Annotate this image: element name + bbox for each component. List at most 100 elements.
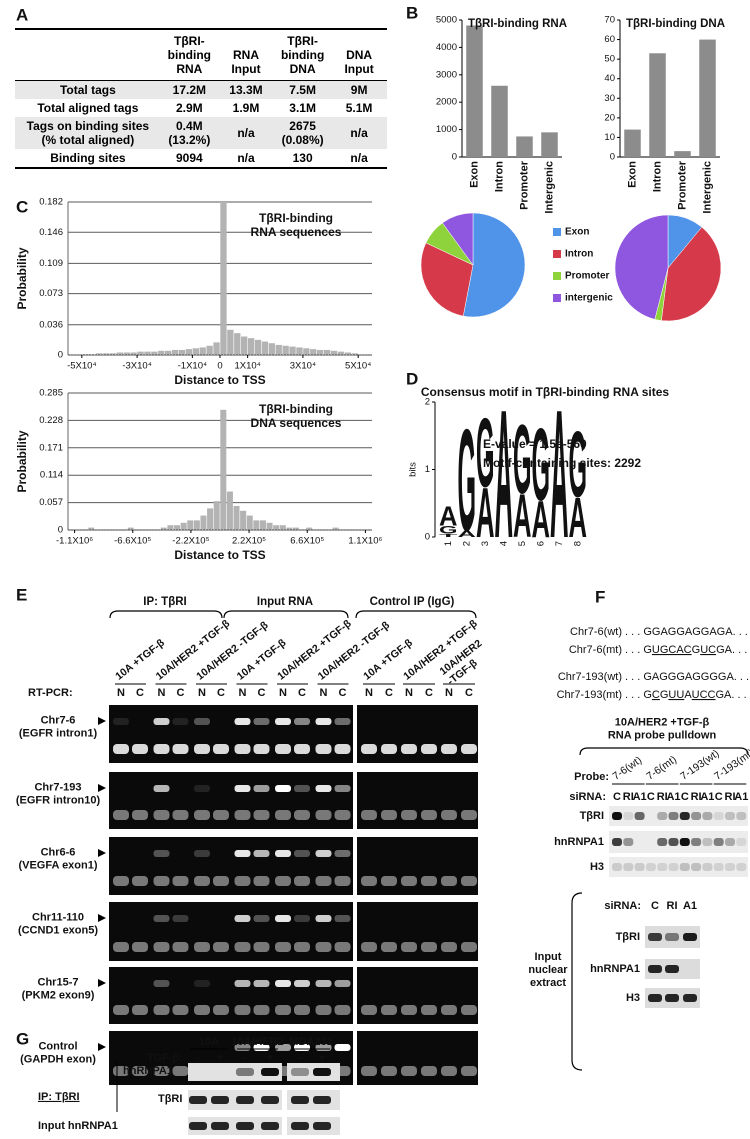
y-tick-label: 0 xyxy=(425,532,430,543)
gel-band xyxy=(275,850,291,857)
sequence-part: C xyxy=(652,689,660,701)
gel-band xyxy=(113,1005,129,1015)
blot-band xyxy=(211,1122,229,1130)
gel-band xyxy=(213,942,229,952)
blot-band xyxy=(668,838,679,846)
gel-image xyxy=(109,902,353,961)
gel-band xyxy=(334,1044,351,1051)
row-label: Total aligned tags xyxy=(37,101,139,115)
lane-label: C xyxy=(613,791,621,803)
gel-band xyxy=(361,744,377,754)
gel-band xyxy=(381,1005,397,1015)
text-line: Chr7-6 xyxy=(41,714,76,726)
blot-band xyxy=(236,1122,254,1130)
gel-band xyxy=(334,718,351,725)
histogram-bar xyxy=(254,339,262,355)
blot-band xyxy=(634,812,645,820)
histogram-bar xyxy=(292,527,300,530)
histogram-bar xyxy=(240,510,247,530)
blot-band xyxy=(623,812,634,820)
bar xyxy=(699,39,716,158)
blot-band xyxy=(657,812,668,820)
text-line: (EGFR intron1) xyxy=(19,728,98,740)
logo-letter: G xyxy=(439,523,457,536)
table-cell: n/a xyxy=(217,117,275,149)
sequence-part: . . . G xyxy=(625,644,652,656)
histogram-bar xyxy=(344,352,351,355)
gel-band xyxy=(315,915,332,922)
probe-name: 7-6(mt) xyxy=(644,753,679,782)
y-tick-label: 4000 xyxy=(436,42,457,53)
y-tick-label: 2 xyxy=(425,397,430,408)
lane-label: C xyxy=(136,687,144,699)
histogram-bar xyxy=(317,349,324,355)
gel-band xyxy=(421,942,437,952)
histogram-bar xyxy=(220,409,227,530)
group-header: Control IP (IgG) xyxy=(370,596,455,608)
gel-band xyxy=(334,980,351,987)
histogram-bar xyxy=(296,347,303,355)
y-axis-label: Probability xyxy=(15,430,29,492)
lane-label: A1 xyxy=(683,900,697,912)
table-cell: n/a xyxy=(350,151,368,165)
histogram-bar xyxy=(127,527,134,530)
table-body: Total tags 17.2M 13.3M 7.5M 9M Total aligned … xyxy=(15,80,387,169)
lane-label: N xyxy=(365,687,373,699)
blot-band xyxy=(623,863,634,871)
gel-band xyxy=(401,876,417,886)
treatment: - xyxy=(243,1052,247,1064)
gel-band xyxy=(294,915,310,922)
blot-band xyxy=(713,812,724,820)
blot-band xyxy=(211,1096,229,1104)
category-label: Intergenic xyxy=(543,161,555,214)
lane-label: N xyxy=(445,687,453,699)
legend-swatch xyxy=(553,272,561,280)
gel-band xyxy=(275,1044,291,1051)
blot-band xyxy=(648,965,662,973)
histogram-bar xyxy=(261,341,269,355)
histogram-bar xyxy=(116,352,123,355)
lane-label: N xyxy=(198,687,206,699)
logo-letter: A xyxy=(513,482,532,550)
blot-band xyxy=(645,863,656,871)
row-label: Total tags xyxy=(15,80,161,99)
arrowhead xyxy=(98,849,106,857)
gel-band xyxy=(253,915,270,922)
bar xyxy=(491,85,508,157)
y-tick-label: 0.114 xyxy=(40,470,63,481)
text-line: RNA sequences xyxy=(251,225,342,239)
gel-band xyxy=(213,1005,229,1015)
logo-letter: G xyxy=(569,413,587,517)
histogram-bar xyxy=(200,515,207,530)
sequence-part: . . . G xyxy=(625,689,652,701)
table-cell: 5.1M xyxy=(345,101,373,115)
table-cell: 17.2M xyxy=(160,80,218,99)
blot-band xyxy=(668,863,679,871)
blot-band xyxy=(291,1122,309,1130)
gel-band xyxy=(361,1005,377,1015)
text-line: nuclear xyxy=(528,964,568,976)
histogram-bar xyxy=(174,525,181,530)
logo-letter: G xyxy=(476,398,494,508)
histogram-bar xyxy=(259,520,266,530)
cell-line: 10A/HER2 xyxy=(231,1036,284,1048)
gel-band xyxy=(401,942,417,952)
gel-band xyxy=(315,744,332,754)
y-tick-label: 0.285 xyxy=(39,388,63,399)
text-line: extract xyxy=(530,977,566,989)
x-tick-label: -1.1X10⁶ xyxy=(56,536,93,547)
table-cell: 0.4M (13.2%) xyxy=(160,117,218,149)
sample-label: 10A/HER2 -TGF-β xyxy=(316,619,393,683)
arrowhead xyxy=(98,784,106,792)
legend-swatch xyxy=(553,250,561,258)
logo-letter: A xyxy=(495,372,513,576)
table-cell: 1.9M xyxy=(232,101,260,115)
panel-label: G xyxy=(16,1029,29,1048)
probe-label: Probe: xyxy=(574,771,609,783)
gel-band xyxy=(194,1005,210,1015)
bracket xyxy=(579,747,749,756)
lane-label: RI xyxy=(691,791,702,803)
gel-band xyxy=(234,876,251,886)
